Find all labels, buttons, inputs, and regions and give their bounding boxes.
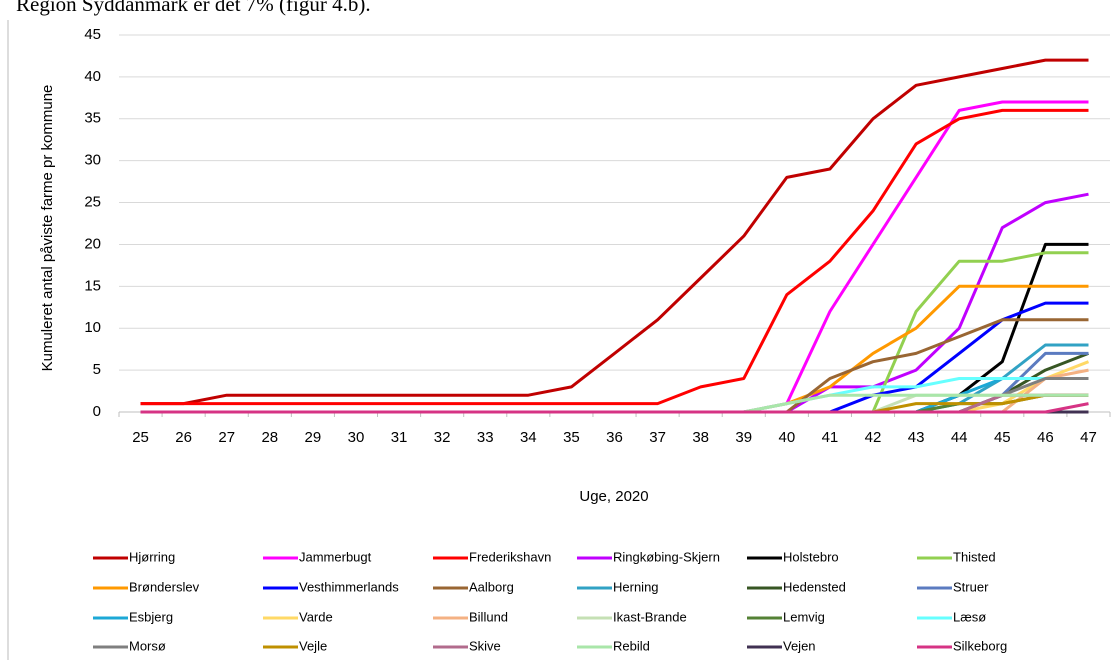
legend-label: Lemvig: [783, 609, 825, 624]
y-tick-label: 5: [93, 361, 101, 378]
y-tick-label: 0: [93, 403, 101, 420]
legend-label: Varde: [299, 609, 333, 624]
y-tick-label: 40: [84, 68, 101, 85]
x-axis-label: Uge, 2020: [579, 488, 648, 505]
legend-label: Hedensted: [783, 579, 846, 594]
legend-label: Ikast-Brande: [613, 609, 687, 624]
x-tick-label: 42: [865, 429, 882, 446]
x-tick-label: 32: [434, 429, 451, 446]
y-tick-label: 35: [84, 110, 101, 127]
legend-label: Esbjerg: [129, 609, 173, 624]
legend-label: Aalborg: [469, 579, 514, 594]
x-tick-label: 43: [908, 429, 925, 446]
x-tick-label: 47: [1080, 429, 1097, 446]
x-tick-label: 31: [391, 429, 408, 446]
y-tick-label: 20: [84, 235, 101, 252]
legend-label: Morsø: [129, 638, 166, 653]
x-tick-label: 46: [1037, 429, 1054, 446]
legend-label: Billund: [469, 609, 508, 624]
x-tick-label: 25: [132, 429, 149, 446]
legend-label: Skive: [469, 638, 501, 653]
x-tick-label: 40: [779, 429, 796, 446]
x-tick-label: 27: [218, 429, 235, 446]
x-tick-label: 30: [348, 429, 365, 446]
legend-label: Brønderslev: [129, 579, 200, 594]
x-tick-label: 28: [261, 429, 278, 446]
legend-label: Thisted: [953, 549, 996, 564]
legend-label: Vesthimmerlands: [299, 579, 399, 594]
x-tick-label: 35: [563, 429, 580, 446]
legend-label: Ringkøbing-Skjern: [613, 549, 720, 564]
x-tick-label: 26: [175, 429, 192, 446]
series-line: [140, 402, 1089, 414]
legend-label: Frederikshavn: [469, 549, 551, 564]
x-tick-label: 38: [692, 429, 709, 446]
y-tick-label: 30: [84, 152, 101, 169]
series-line: [140, 58, 1089, 406]
legend-label: Vejen: [783, 638, 816, 653]
x-tick-label: 45: [994, 429, 1011, 446]
legend-label: Jammerbugt: [299, 549, 372, 564]
legend-label: Herning: [613, 579, 659, 594]
header-text: Region Syddanmark er det 7% (figur 4.b).: [16, 0, 371, 16]
x-tick-label: 37: [649, 429, 666, 446]
x-tick-label: 33: [477, 429, 494, 446]
y-tick-label: 25: [84, 194, 101, 211]
x-tick-label: 41: [822, 429, 839, 446]
legend-label: Hjørring: [129, 549, 175, 564]
x-tick-label: 44: [951, 429, 968, 446]
x-tick-label: 36: [606, 429, 623, 446]
legend-label: Holstebro: [783, 549, 839, 564]
y-axis-label: Kumuleret antal påviste farme pr kommune: [39, 85, 56, 372]
x-tick-label: 34: [520, 429, 537, 446]
series-line: [140, 108, 1089, 406]
legend-label: Læsø: [953, 609, 986, 624]
y-tick-label: 45: [84, 26, 101, 43]
y-tick-label: 15: [84, 277, 101, 294]
legend-label: Struer: [953, 579, 989, 594]
y-tick-label: 10: [84, 319, 101, 336]
legend-label: Rebild: [613, 638, 650, 653]
x-tick-label: 29: [305, 429, 322, 446]
legend-label: Silkeborg: [953, 638, 1007, 653]
legend-label: Vejle: [299, 638, 327, 653]
x-tick-label: 39: [735, 429, 752, 446]
